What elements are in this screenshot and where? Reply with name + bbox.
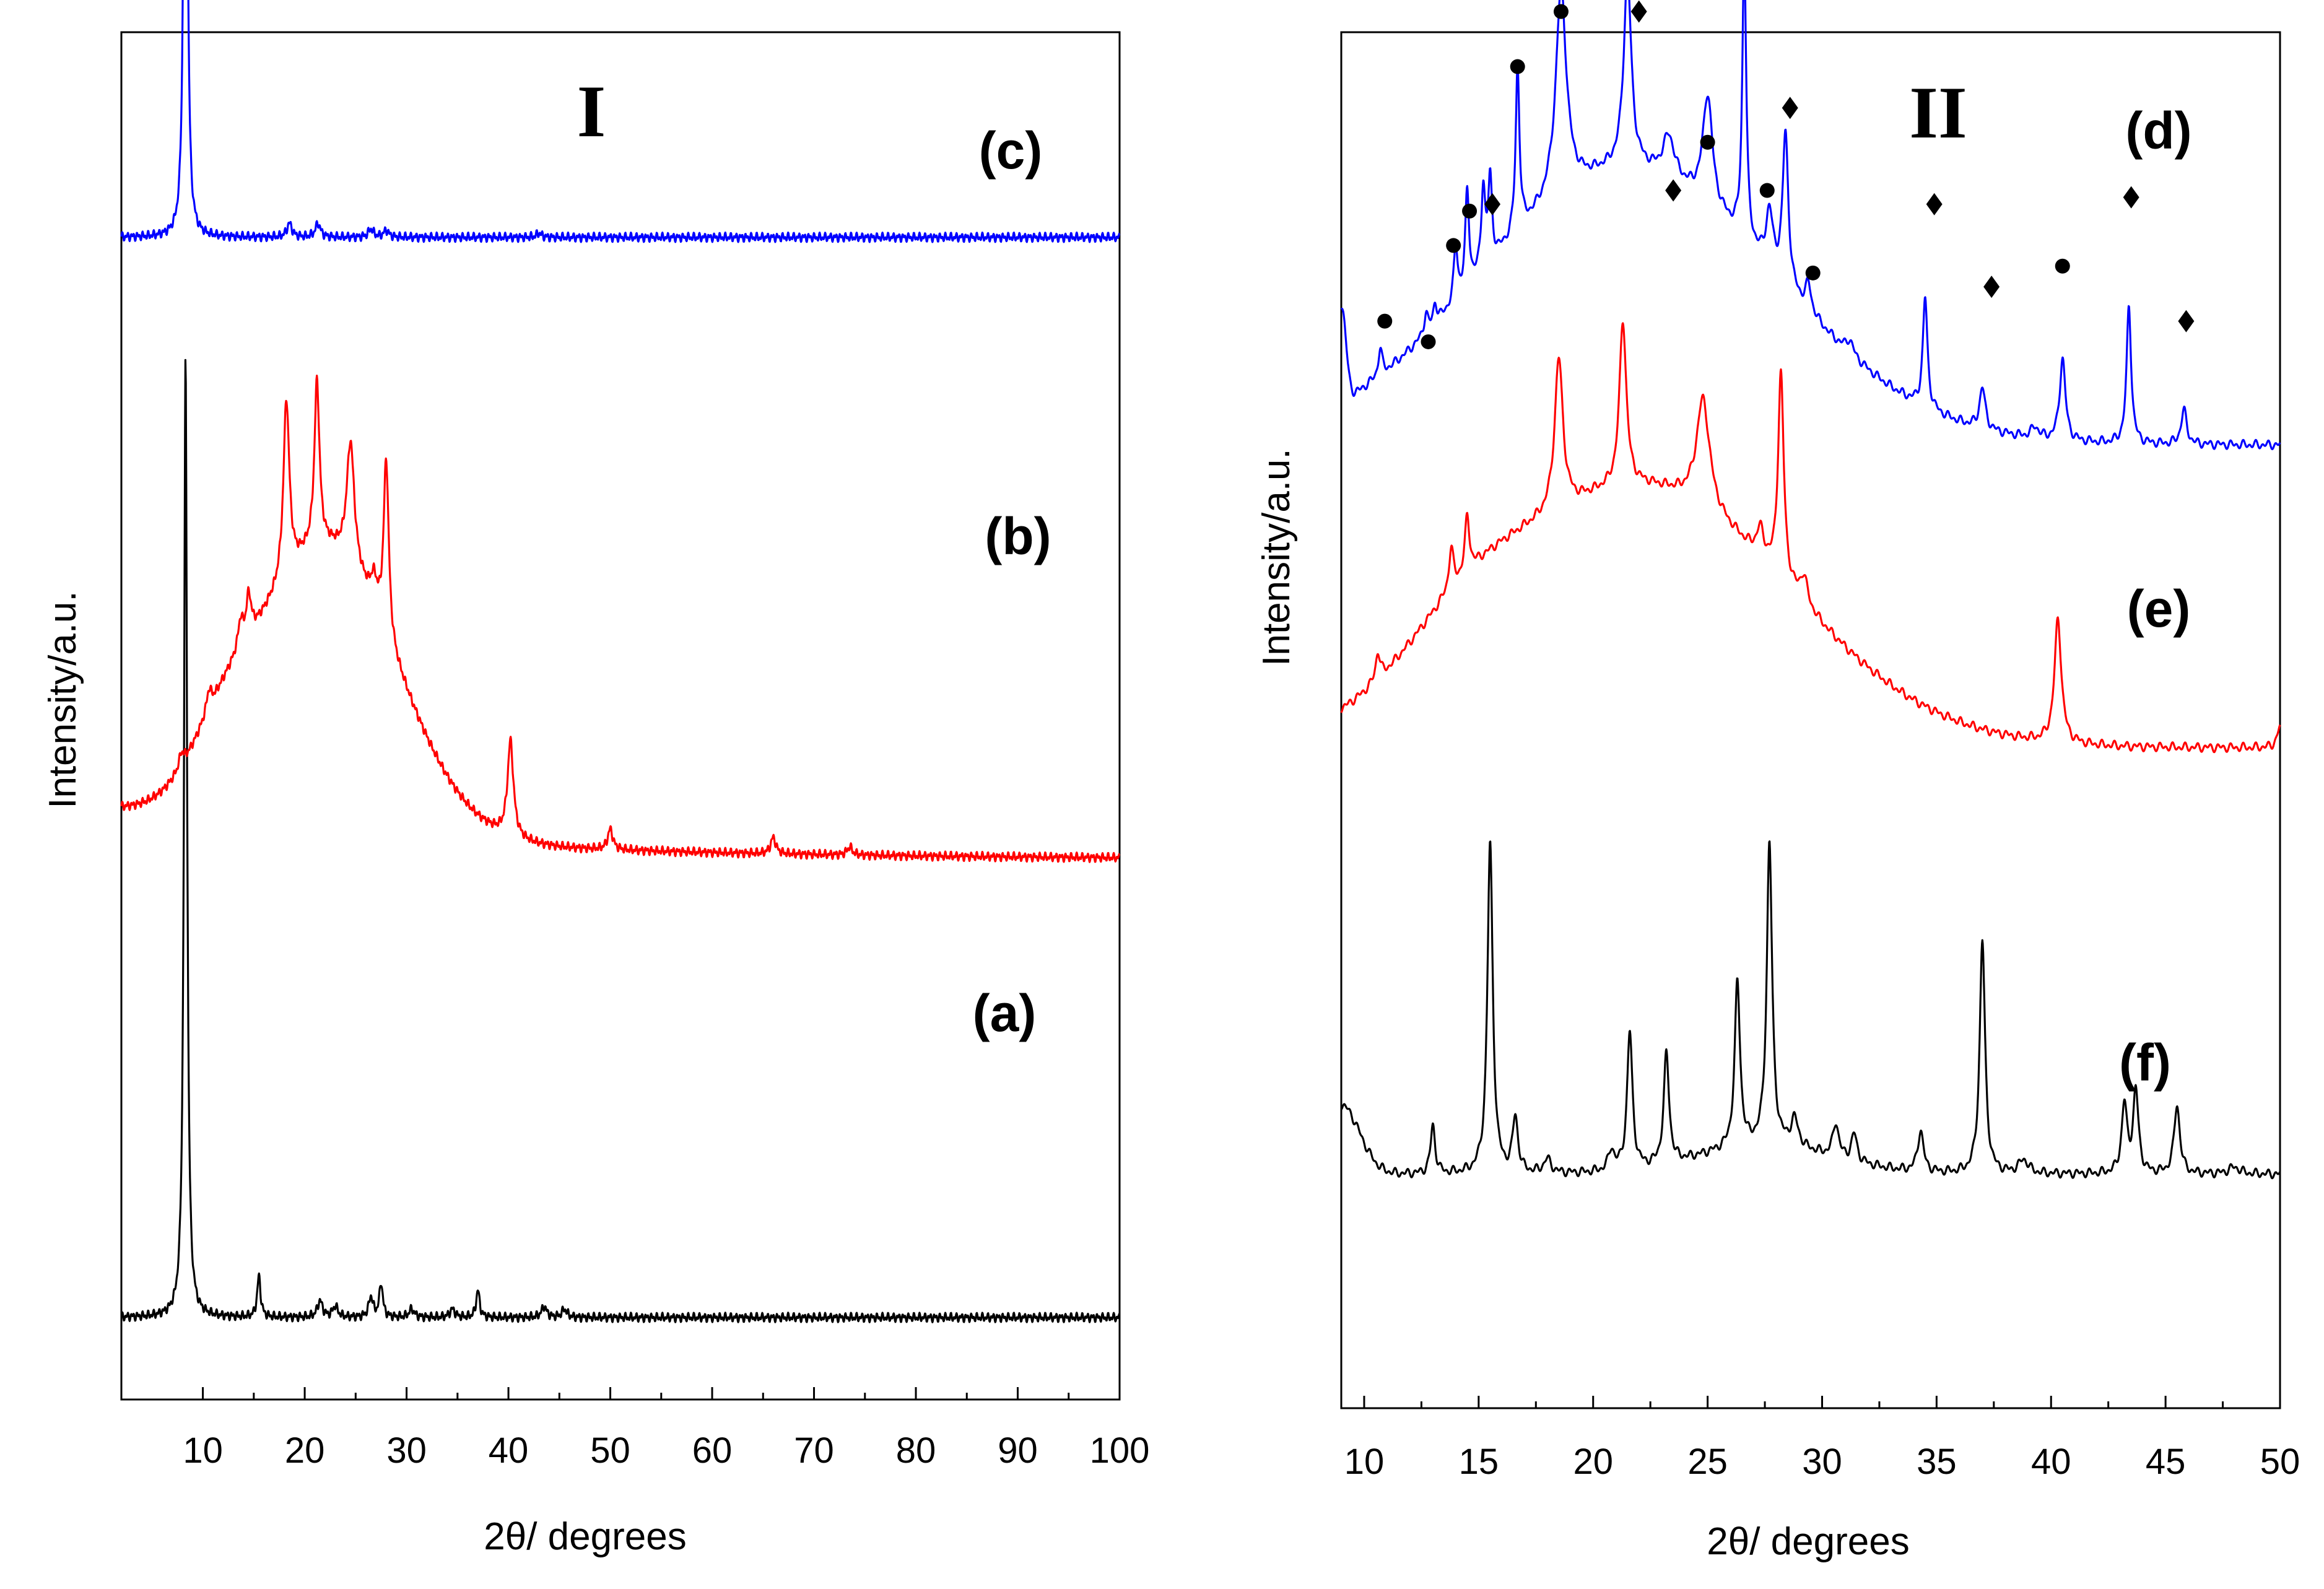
x-tick-label: 70 xyxy=(794,1430,834,1471)
x-tick-label: 50 xyxy=(590,1430,630,1471)
panel-i-y-axis-title: Intensity/a.u. xyxy=(41,591,84,809)
x-tick-label: 90 xyxy=(998,1430,1038,1471)
trace-c xyxy=(120,0,1120,243)
panel-ii-traces xyxy=(1340,0,2281,1180)
panel-ii-phase-markers xyxy=(1377,0,2195,349)
trace-d xyxy=(1340,0,2281,450)
panel-ii-x-ticks: 10 15 20 25 30 35 40 45 50 xyxy=(1344,1396,2300,1482)
x-tick-label: 50 xyxy=(2260,1442,2300,1482)
x-tick-label: 45 xyxy=(2146,1442,2186,1482)
phase-marker-circle xyxy=(1510,59,1525,74)
phase-marker-diamond xyxy=(1630,0,1647,23)
x-tick-label: 35 xyxy=(1917,1442,1957,1482)
phase-marker-circle xyxy=(1446,238,1461,253)
x-tick-label: 20 xyxy=(1573,1442,1613,1482)
panel-i-x-axis-title: 2θ/ degrees xyxy=(484,1515,686,1558)
x-tick-label: 15 xyxy=(1459,1442,1499,1482)
x-tick-label: 30 xyxy=(386,1430,427,1471)
panel-i-label: I xyxy=(577,70,606,152)
phase-marker-circle xyxy=(1805,265,1821,281)
phase-marker-diamond xyxy=(2178,310,2195,333)
phase-marker-diamond xyxy=(1665,179,1682,202)
phase-marker-circle xyxy=(1421,334,1436,349)
phase-marker-diamond xyxy=(1782,97,1798,120)
panel-i-traces xyxy=(120,0,1120,1323)
x-tick-label: 40 xyxy=(489,1430,529,1471)
trace-a xyxy=(120,359,1120,1323)
phase-marker-diamond xyxy=(1484,193,1501,215)
x-tick-label: 10 xyxy=(1344,1442,1385,1482)
phase-marker-circle xyxy=(1700,134,1715,150)
phase-marker-diamond xyxy=(2123,186,2139,209)
x-tick-label: 80 xyxy=(896,1430,936,1471)
trace-f xyxy=(1340,840,2281,1180)
trace-b xyxy=(120,375,1120,863)
phase-marker-diamond xyxy=(1983,276,2000,298)
trace-label-a: (a) xyxy=(973,984,1037,1042)
phase-marker-circle xyxy=(2055,258,2070,274)
panel-ii-x-axis-title: 2θ/ degrees xyxy=(1707,1520,1909,1563)
panel-ii-frame xyxy=(1340,31,2281,1409)
panel-ii-label: II xyxy=(1909,71,1967,154)
panel-ii: 10 15 20 25 30 35 40 45 50 II (d) (e) (f) 2θ/ de… xyxy=(1255,0,2300,1563)
x-tick-label: 60 xyxy=(692,1430,733,1471)
phase-marker-diamond xyxy=(1926,193,1943,215)
trace-label-f: (f) xyxy=(2119,1034,2171,1092)
x-tick-label: 10 xyxy=(183,1430,223,1471)
x-tick-label: 40 xyxy=(2031,1442,2071,1482)
trace-label-e: (e) xyxy=(2127,580,2191,638)
x-tick-label: 20 xyxy=(285,1430,325,1471)
panel-ii-y-axis-title: Intensity/a.u. xyxy=(1255,448,1298,666)
x-tick-label: 100 xyxy=(1090,1430,1150,1471)
phase-marker-circle xyxy=(1553,4,1569,19)
trace-e xyxy=(1340,322,2281,754)
panel-i: 10 20 30 40 50 60 70 80 90 100 I (c) (b) (a) 2θ/ … xyxy=(41,0,1149,1558)
panel-i-x-ticks: 10 20 30 40 50 60 70 80 90 100 xyxy=(183,1387,1149,1471)
x-tick-label: 25 xyxy=(1687,1442,1728,1482)
phase-marker-circle xyxy=(1759,183,1775,198)
phase-marker-circle xyxy=(1377,313,1393,329)
phase-marker-circle xyxy=(1462,203,1478,219)
trace-label-d: (d) xyxy=(2125,102,2191,160)
trace-label-b: (b) xyxy=(985,507,1051,565)
panel-i-frame xyxy=(120,31,1121,1401)
trace-label-c: (c) xyxy=(979,121,1043,180)
x-tick-label: 30 xyxy=(1802,1442,1842,1482)
